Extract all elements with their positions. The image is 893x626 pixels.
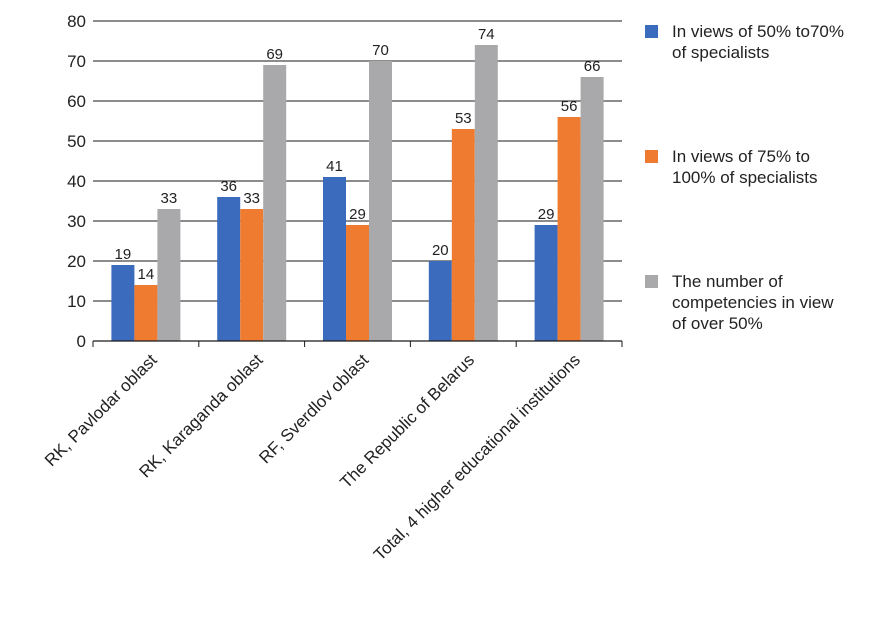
data-label: 66 bbox=[584, 58, 601, 75]
x-axis bbox=[92, 340, 623, 347]
category-label: RF, Sverdlov oblast bbox=[255, 350, 372, 467]
y-tick-label: 80 bbox=[67, 12, 86, 31]
bar bbox=[323, 177, 346, 341]
y-tick-label: 40 bbox=[67, 172, 86, 191]
y-tick-label: 0 bbox=[77, 332, 86, 351]
bar bbox=[428, 261, 452, 341]
data-labels: 19 14 33 36 33 69 41 29 70 20 53 74 29 56 66 bbox=[115, 26, 601, 283]
legend-swatch bbox=[645, 150, 658, 163]
data-label: 19 bbox=[115, 246, 132, 263]
bar bbox=[557, 117, 581, 341]
bar bbox=[534, 225, 558, 341]
data-label: 20 bbox=[432, 242, 449, 259]
legend-label: The number of competencies in view of over… bbox=[672, 272, 834, 333]
data-label: 74 bbox=[478, 26, 495, 43]
bar bbox=[346, 225, 369, 341]
data-label: 14 bbox=[138, 266, 155, 283]
bars bbox=[111, 45, 604, 341]
data-label: 29 bbox=[349, 206, 366, 223]
bar bbox=[369, 61, 392, 341]
bar bbox=[240, 209, 264, 341]
y-axis-ticks: 0 10 20 30 40 50 60 70 80 bbox=[67, 12, 86, 351]
y-tick-label: 50 bbox=[67, 132, 86, 151]
bar bbox=[157, 209, 181, 341]
data-label: 70 bbox=[372, 42, 389, 59]
category-label: Total, 4 higher educational institutions bbox=[370, 350, 584, 564]
data-label: 69 bbox=[266, 46, 283, 63]
bar bbox=[580, 77, 604, 341]
legend-swatch bbox=[645, 275, 658, 288]
legend-label: In views of 50% to70% of specialists bbox=[672, 22, 844, 62]
bar bbox=[134, 285, 158, 341]
data-label: 33 bbox=[161, 190, 178, 207]
data-label: 56 bbox=[561, 98, 578, 115]
category-label: RK, Pavlodar oblast bbox=[41, 350, 161, 470]
y-tick-label: 60 bbox=[67, 92, 86, 111]
bar bbox=[474, 45, 498, 341]
bar bbox=[263, 65, 287, 341]
legend-swatch bbox=[645, 25, 658, 38]
y-tick-label: 30 bbox=[67, 212, 86, 231]
legend: In views of 50% to70% of specialists In vi… bbox=[645, 22, 844, 333]
data-label: 36 bbox=[220, 178, 237, 195]
gridlines bbox=[93, 20, 622, 302]
bar bbox=[111, 265, 135, 341]
data-label: 29 bbox=[538, 206, 555, 223]
category-label: RK, Karaganda oblast bbox=[135, 350, 266, 481]
data-label: 33 bbox=[243, 190, 260, 207]
legend-label: In views of 75% to 100% of specialists bbox=[672, 147, 818, 187]
data-label: 41 bbox=[326, 158, 343, 175]
y-tick-label: 10 bbox=[67, 292, 86, 311]
bar bbox=[217, 197, 241, 341]
bar bbox=[451, 129, 475, 341]
y-tick-label: 20 bbox=[67, 252, 86, 271]
data-label: 53 bbox=[455, 110, 472, 127]
y-tick-label: 70 bbox=[67, 52, 86, 71]
